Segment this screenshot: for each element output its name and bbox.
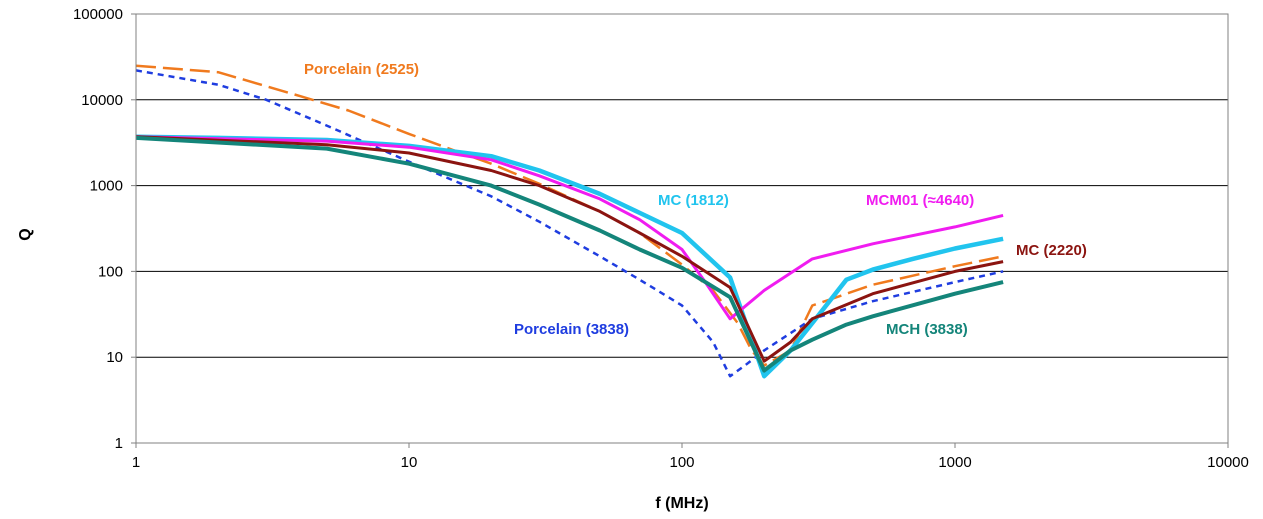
ytick-label-1000: 1000 <box>90 178 123 195</box>
plot-area-frame <box>135 13 1229 444</box>
xtick-label-10000: 10000 <box>1207 454 1249 471</box>
series-line-mc-2220 <box>135 135 1004 363</box>
ytick-label-100000: 100000 <box>73 6 123 23</box>
ytick-label-10000: 10000 <box>81 92 123 109</box>
ytick-label-100: 100 <box>98 263 123 280</box>
xtick-label-1: 1 <box>132 454 140 471</box>
series-label-mc-1812: MC (1812) <box>658 192 729 209</box>
series-lines <box>135 64 1004 379</box>
series-line-porcelain-2525 <box>135 64 1004 367</box>
series-line-mch-3838 <box>135 135 1004 373</box>
y-tick-labels: 1 10 100 1000 10000 100000 <box>73 6 123 452</box>
axis-ticks <box>131 13 1229 448</box>
series-label-porcelain-2525: Porcelain (2525) <box>304 61 419 78</box>
series-line-mcm01-4640 <box>135 135 1004 321</box>
series-label-porcelain-3838: Porcelain (3838) <box>514 321 629 338</box>
series-labels: Porcelain (2525) MC (1812) MCM01 (≈4640) MC… <box>304 61 1087 338</box>
series-line-mc-1812 <box>135 134 1004 379</box>
x-tick-labels: 1 10 100 1000 10000 <box>132 454 1249 471</box>
series-label-mcm01-4640: MCM01 (≈4640) <box>866 192 974 209</box>
series-label-mc-2220: MC (2220) <box>1016 242 1087 259</box>
series-label-mch-3838: MCH (3838) <box>886 321 968 338</box>
xtick-label-1000: 1000 <box>938 454 971 471</box>
ytick-label-1: 1 <box>115 435 123 452</box>
y-axis-label: Q <box>17 228 34 240</box>
xtick-label-100: 100 <box>669 454 694 471</box>
x-axis-label: f (MHz) <box>655 495 708 512</box>
ytick-label-10: 10 <box>106 349 123 366</box>
xtick-label-10: 10 <box>401 454 418 471</box>
